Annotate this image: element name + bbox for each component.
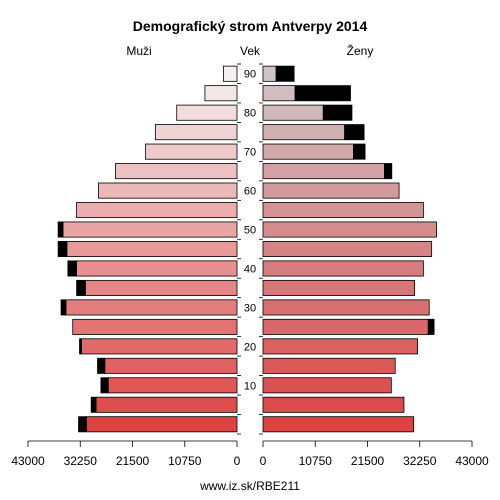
male-bar-75-79 (154, 124, 238, 141)
age-tick-label: 90 (244, 69, 256, 81)
male-bar-25-29 (72, 318, 238, 335)
female-bar-85-89 (262, 85, 296, 102)
age-tick-label: 70 (244, 147, 256, 159)
male-bar-35-39 (84, 279, 238, 296)
male-x-tick-label: 32250 (64, 454, 98, 468)
female-bar-0-4 (262, 416, 415, 433)
male-bar-70-74 (145, 143, 238, 160)
male-x-tick-label: 10750 (168, 454, 202, 468)
age-tick-label: 10 (244, 380, 256, 392)
right-label: Ženy (347, 43, 374, 58)
male-bar-50-54 (62, 221, 238, 238)
male-bars (57, 65, 238, 433)
female-bar-45-49 (262, 241, 433, 257)
female-excess-bar-80-84 (322, 104, 353, 121)
male-excess-bar-15-19 (97, 357, 106, 374)
age-tick-label: 30 (244, 302, 256, 314)
male-excess-bar-0-4 (78, 416, 87, 433)
female-bar-75-79 (262, 124, 346, 141)
male-bar-80-84 (176, 104, 238, 121)
male-bar-15-19 (104, 357, 238, 374)
female-x-tick-label: 43000 (455, 454, 489, 468)
male-bar-65-69 (115, 163, 238, 180)
female-x-tick-label: 10750 (299, 454, 333, 468)
female-x-tick-label: 32250 (403, 454, 437, 468)
male-excess-bar-45-49 (57, 241, 68, 257)
male-bar-10-14 (107, 377, 238, 394)
male-excess-bar-10-14 (100, 377, 109, 394)
male-bar-20-24 (81, 338, 238, 355)
male-bar-5-9 (95, 396, 238, 413)
male-excess-bar-20-24 (79, 338, 82, 355)
female-x-tick-label: 21500 (351, 454, 385, 468)
female-bar-50-54 (262, 221, 437, 238)
male-x-tick-label: 43000 (11, 454, 45, 468)
male-x-tick-label: 0 (234, 454, 241, 468)
center-label: Vek (240, 44, 261, 58)
male-bar-60-64 (98, 182, 238, 199)
female-bar-5-9 (262, 396, 405, 413)
female-bar-70-74 (262, 143, 354, 160)
left-label: Muži (126, 44, 151, 58)
female-excess-bar-75-79 (344, 124, 365, 141)
male-excess-bar-50-54 (57, 221, 64, 238)
chart-title: Demografický strom Antverpy 2014 (133, 18, 368, 34)
age-tick-label: 80 (244, 108, 256, 120)
male-x-tick-label: 21500 (116, 454, 150, 468)
male-bar-90+ (222, 65, 238, 82)
male-bar-45-49 (66, 241, 238, 257)
female-bar-30-34 (262, 299, 430, 316)
male-excess-bar-40-44 (67, 260, 78, 277)
male-bar-0-4 (85, 416, 238, 433)
female-excess-bar-25-29 (427, 318, 435, 335)
male-bar-85-89 (204, 85, 238, 102)
female-bar-40-44 (262, 260, 424, 277)
age-tick-label: 20 (244, 341, 256, 353)
male-excess-bar-5-9 (90, 396, 97, 413)
male-excess-bar-30-34 (60, 299, 67, 316)
female-bar-15-19 (262, 357, 396, 374)
age-tick-label: 60 (244, 186, 256, 198)
female-excess-bar-70-74 (353, 143, 366, 160)
female-bar-10-14 (262, 377, 392, 394)
female-bar-25-29 (262, 318, 429, 335)
female-excess-bar-65-69 (384, 163, 393, 180)
female-bar-80-84 (262, 104, 324, 121)
male-bar-30-34 (65, 299, 238, 316)
male-bar-55-59 (76, 202, 238, 219)
female-excess-bar-85-89 (294, 85, 351, 102)
female-x-tick-label: 0 (260, 454, 267, 468)
female-bar-90+ (262, 65, 277, 82)
age-tick-label: 50 (244, 225, 256, 237)
male-excess-bar-35-39 (76, 279, 86, 296)
female-bar-55-59 (262, 202, 424, 219)
female-bars (262, 65, 437, 433)
female-bar-65-69 (262, 163, 385, 180)
female-bar-60-64 (262, 182, 400, 199)
age-tick-label: 40 (244, 263, 256, 275)
male-bar-40-44 (76, 260, 238, 277)
female-bar-20-24 (262, 338, 418, 355)
female-x-axis: 0 10750 21500 32250 43000 (260, 440, 489, 468)
male-x-axis: 43000 32250 21500 10750 0 (11, 440, 241, 468)
female-excess-bar-90+ (275, 65, 295, 82)
female-bar-35-39 (262, 279, 416, 296)
footer-url: www.iz.sk/RBE211 (199, 479, 300, 493)
age-axis: 10 20 30 40 50 60 70 80 90 (237, 63, 263, 435)
